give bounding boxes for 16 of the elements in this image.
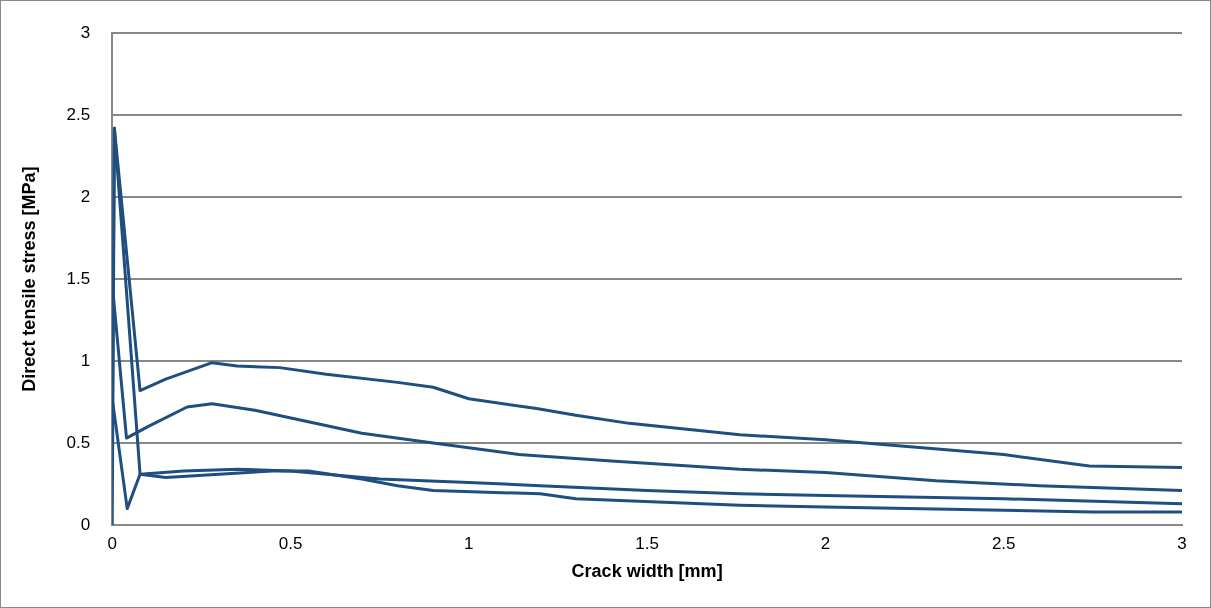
y-tick-label: 2.5 bbox=[66, 104, 91, 124]
x-tick-label: 0.5 bbox=[278, 533, 303, 553]
y-axis-title: Direct tensile stress [MPa] bbox=[18, 166, 39, 392]
y-tick-label: 1.5 bbox=[66, 268, 91, 288]
y-tick-label: 0.5 bbox=[66, 432, 91, 452]
x-tick-label: 1 bbox=[464, 533, 474, 553]
y-tick-label: 1 bbox=[80, 350, 91, 370]
x-tick-label: 1.5 bbox=[635, 533, 659, 553]
y-tick-label: 0 bbox=[80, 514, 91, 534]
x-tick-label: 2 bbox=[820, 533, 831, 553]
x-tick-label: 2.5 bbox=[991, 533, 1016, 553]
x-axis-title: Crack width [mm] bbox=[571, 561, 723, 582]
x-tick-label: 0 bbox=[107, 533, 117, 553]
y-tick-label: 2 bbox=[80, 186, 91, 206]
y-tick-label: 3 bbox=[80, 22, 91, 42]
x-tick-label: 3 bbox=[1177, 533, 1187, 553]
